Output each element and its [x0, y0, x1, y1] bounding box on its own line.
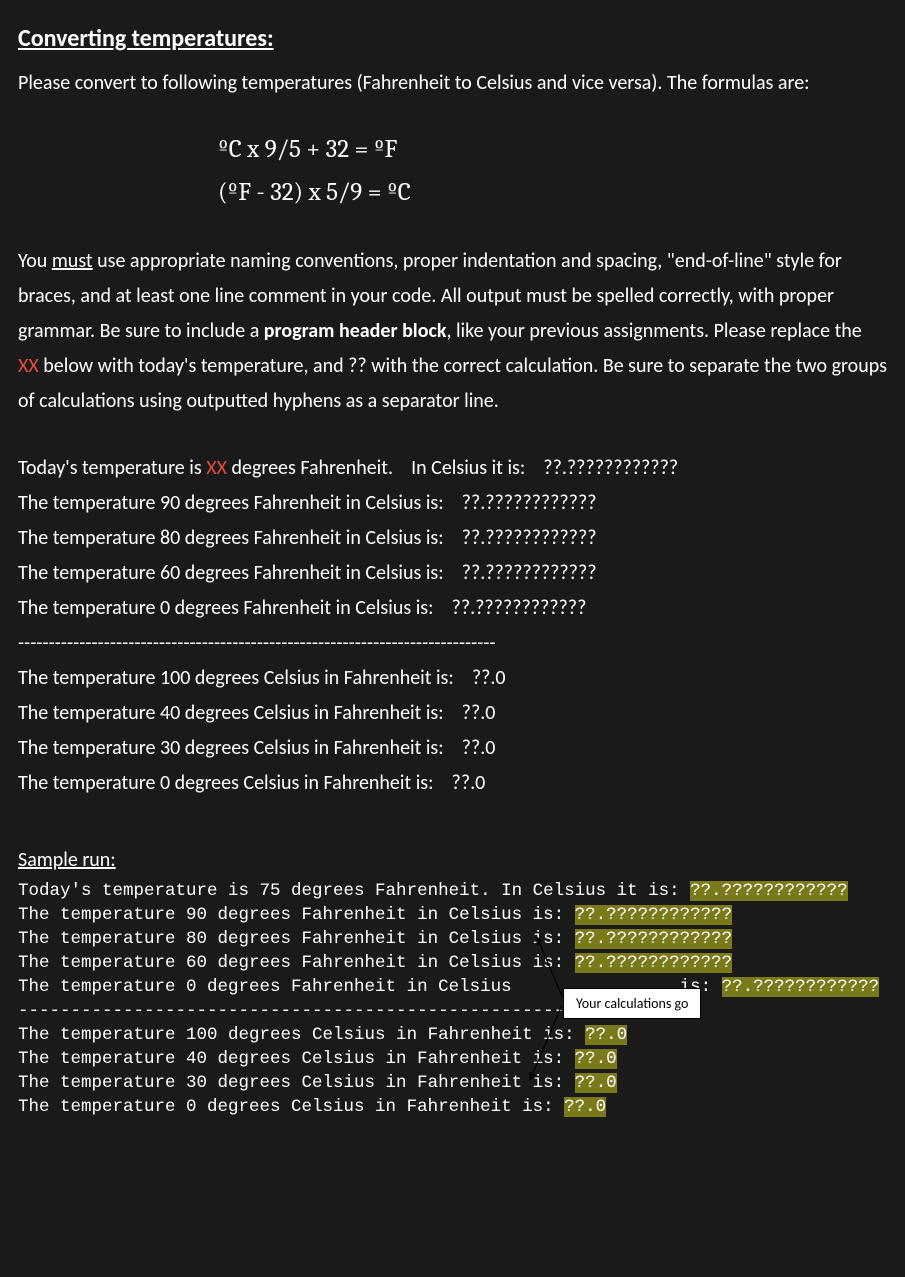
- s4a: The temperature 60 degrees Fahrenheit in…: [18, 953, 575, 973]
- callout-label: Your calculations go: [563, 988, 701, 1019]
- s9a: The temperature 0 degrees Celsius in Fah…: [18, 1097, 564, 1117]
- instructions-paragraph: You must use appropriate naming conventi…: [18, 244, 887, 419]
- samp-separator: ----------------------------------------…: [18, 1000, 887, 1024]
- out-line-3: The temperature 80 degrees Fahrenheit in…: [18, 521, 887, 556]
- s6a: The temperature 100 degrees Celsius in F…: [18, 1025, 585, 1045]
- intro-text: Please convert to following temperatures…: [18, 66, 887, 101]
- formula-line-1: ºC x 9/5 + 32 = ºF: [218, 129, 887, 172]
- out-line-8: The temperature 30 degrees Celsius in Fa…: [18, 731, 887, 766]
- s3hl: ??.????????????: [575, 929, 733, 949]
- sample-run-output: Today's temperature is 75 degrees Fahren…: [18, 880, 887, 1120]
- s7hl: ??.0: [575, 1049, 617, 1069]
- s2hl: ??.????????????: [575, 905, 733, 925]
- samp-line-9: The temperature 0 degrees Celsius in Fah…: [18, 1096, 887, 1120]
- samp-line-3: The temperature 80 degrees Fahrenheit in…: [18, 928, 887, 952]
- section-heading: Converting temperatures:: [18, 18, 887, 60]
- out-line-9: The temperature 0 degrees Celsius in Fah…: [18, 766, 887, 801]
- samp-line-4: The temperature 60 degrees Fahrenheit in…: [18, 952, 887, 976]
- instr-xx: XX: [18, 354, 39, 378]
- samp-line-1: Today's temperature is 75 degrees Fahren…: [18, 880, 887, 904]
- out1xx: XX: [206, 456, 227, 480]
- sample-run-heading: Sample run:: [18, 843, 887, 878]
- out1a: Today's temperature is: [18, 456, 206, 480]
- out-line-5: The temperature 0 degrees Fahrenheit in …: [18, 591, 887, 626]
- samp-line-5: The temperature 0 degrees Fahrenheit in …: [18, 976, 887, 1000]
- s9hl: ??.0: [564, 1097, 606, 1117]
- out-line-6: The temperature 100 degrees Celsius in F…: [18, 661, 887, 696]
- out-line-2: The temperature 90 degrees Fahrenheit in…: [18, 486, 887, 521]
- instr-must: must: [52, 249, 93, 273]
- instr-bold1: program header block: [264, 319, 447, 343]
- s8hl: ??.0: [575, 1073, 617, 1093]
- samp-line-2: The temperature 90 degrees Fahrenheit in…: [18, 904, 887, 928]
- samp-line-6: The temperature 100 degrees Celsius in F…: [18, 1024, 887, 1048]
- s7a: The temperature 40 degrees Celsius in Fa…: [18, 1049, 575, 1069]
- s2a: The temperature 90 degrees Fahrenheit in…: [18, 905, 575, 925]
- expected-output: Today's temperature is XX degrees Fahren…: [18, 451, 887, 801]
- out-line-1: Today's temperature is XX degrees Fahren…: [18, 451, 887, 486]
- out-line-4: The temperature 60 degrees Fahrenheit in…: [18, 556, 887, 591]
- instr-part1: You: [18, 249, 52, 273]
- s3a: The temperature 80 degrees Fahrenheit in…: [18, 929, 575, 949]
- s1a: Today's temperature is 75 degrees Fahren…: [18, 881, 690, 901]
- out1b: degrees Fahrenheit. In Celsius it is: ??…: [227, 456, 678, 480]
- samp-line-7: The temperature 40 degrees Celsius in Fa…: [18, 1048, 887, 1072]
- formula-line-2: (ºF - 32) x 5/9 = ºC: [218, 172, 887, 215]
- samp-line-8: The temperature 30 degrees Celsius in Fa…: [18, 1072, 887, 1096]
- formulas-block: ºC x 9/5 + 32 = ºF (ºF - 32) x 5/9 = ºC: [18, 129, 887, 214]
- s8a: The temperature 30 degrees Celsius in Fa…: [18, 1073, 575, 1093]
- s4hl: ??.????????????: [575, 953, 733, 973]
- out-line-7: The temperature 40 degrees Celsius in Fa…: [18, 696, 887, 731]
- instr-part4: below with today's temperature, and ?? w…: [18, 354, 887, 413]
- s1hl: ??.????????????: [690, 881, 848, 901]
- s5hl: ??.????????????: [722, 977, 880, 997]
- out-separator: ----------------------------------------…: [18, 626, 887, 661]
- s6hl: ??.0: [585, 1025, 627, 1045]
- instr-part3: , like your previous assignments. Please…: [446, 319, 861, 343]
